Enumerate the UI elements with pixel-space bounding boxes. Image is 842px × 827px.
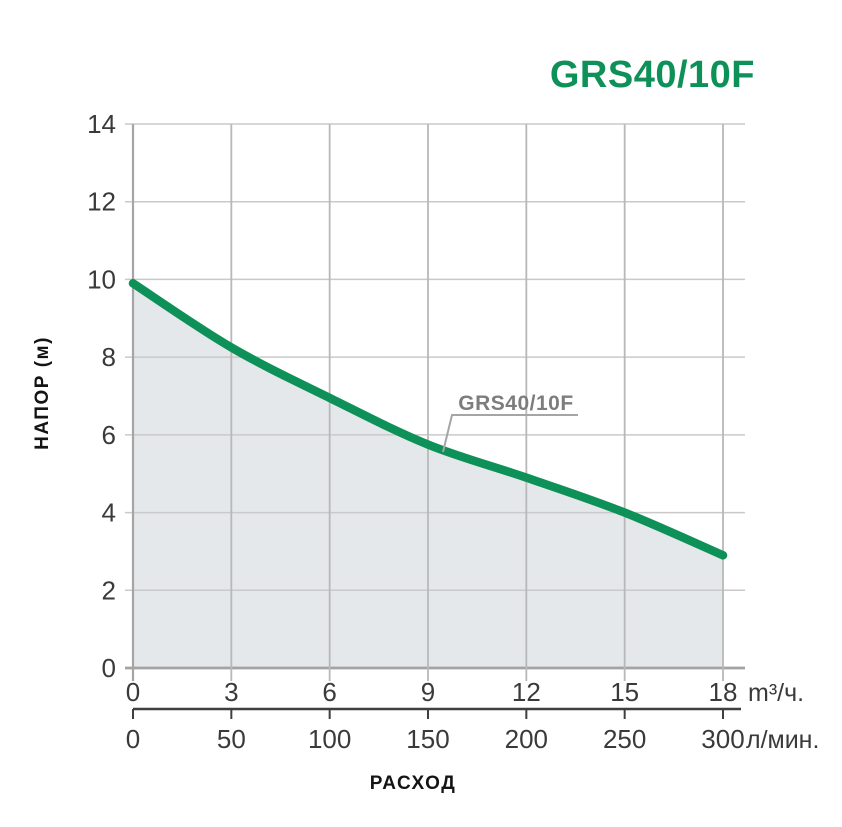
x-axis-title: РАСХОД	[370, 773, 457, 794]
y-tick-label: 14	[87, 109, 116, 139]
curve-label: GRS40/10F	[458, 392, 573, 415]
curve-callout: GRS40/10F	[442, 392, 578, 453]
x-tick-label-lmin: 200	[505, 724, 548, 754]
curve-label-leader-line	[442, 414, 578, 453]
y-tick-label: 10	[87, 264, 116, 294]
x-tick-label-lmin: 0	[126, 724, 140, 754]
x-tick-label-m3h: 0	[126, 677, 140, 707]
y-tick-label: 4	[102, 498, 116, 528]
y-tick-label: 8	[102, 342, 116, 372]
x-tick-label-lmin: 300	[701, 724, 744, 754]
x-tick-label-m3h: 3	[224, 677, 238, 707]
x-tick-label-m3h: 6	[322, 677, 336, 707]
x-tick-label-lmin: 150	[406, 724, 449, 754]
x-tick-label-lmin: 250	[603, 724, 646, 754]
x-tick-label-m3h: 9	[421, 677, 435, 707]
x-tick-label-lmin: 100	[308, 724, 351, 754]
chart-canvas: 0 2 4 6 8 10 12 14 0 3 6 9 12 15 18 0 50 100 150 200 250 300	[87, 109, 745, 754]
y-tick-label: 2	[102, 575, 116, 605]
y-tick-label: 12	[87, 187, 116, 217]
x-tick-label-m3h: 15	[610, 677, 639, 707]
y-tick-label: 6	[102, 420, 116, 450]
x-tick-label-lmin: 50	[217, 724, 246, 754]
primary-unit-label: m³/ч.	[748, 679, 804, 707]
pump-curve	[128, 279, 728, 560]
y-tick-label: 0	[102, 653, 116, 683]
x-tick-label-m3h: 12	[512, 677, 541, 707]
y-axis-title: НАПОР (м)	[32, 336, 53, 450]
secondary-unit-label: л/мин.	[746, 726, 819, 754]
chart-title: GRS40/10F	[550, 54, 755, 96]
x-tick-label-m3h: 18	[709, 677, 738, 707]
